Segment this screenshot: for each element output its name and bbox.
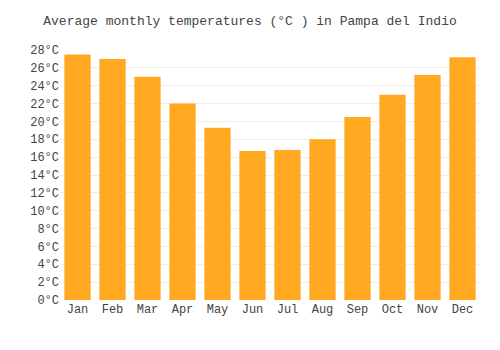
svg-text:Apr: Apr (172, 303, 194, 317)
svg-text:14°C: 14°C (30, 169, 59, 183)
svg-text:Dec: Dec (452, 303, 474, 317)
svg-text:28°C: 28°C (30, 44, 59, 58)
svg-text:Jun: Jun (242, 303, 264, 317)
svg-text:20°C: 20°C (30, 116, 59, 130)
svg-text:Feb: Feb (102, 303, 124, 317)
svg-text:16°C: 16°C (30, 151, 59, 165)
svg-text:Jul: Jul (277, 303, 299, 317)
svg-text:4°C: 4°C (37, 258, 59, 272)
svg-text:Aug: Aug (312, 303, 334, 317)
svg-text:2°C: 2°C (37, 276, 59, 290)
svg-text:12°C: 12°C (30, 187, 59, 201)
svg-text:8°C: 8°C (37, 223, 59, 237)
svg-text:18°C: 18°C (30, 133, 59, 147)
svg-text:Jan: Jan (67, 303, 89, 317)
svg-text:26°C: 26°C (30, 62, 59, 76)
svg-text:24°C: 24°C (30, 80, 59, 94)
svg-text:0°C: 0°C (37, 294, 59, 308)
svg-text:22°C: 22°C (30, 98, 59, 112)
svg-text:10°C: 10°C (30, 205, 59, 219)
svg-text:May: May (207, 303, 229, 317)
svg-text:Average monthly temperatures (: Average monthly temperatures (°C ) in Pa… (43, 14, 456, 29)
svg-text:Mar: Mar (137, 303, 159, 317)
svg-text:Sep: Sep (347, 303, 369, 317)
svg-text:Oct: Oct (382, 303, 404, 317)
svg-text:Nov: Nov (417, 303, 439, 317)
svg-text:6°C: 6°C (37, 241, 59, 255)
